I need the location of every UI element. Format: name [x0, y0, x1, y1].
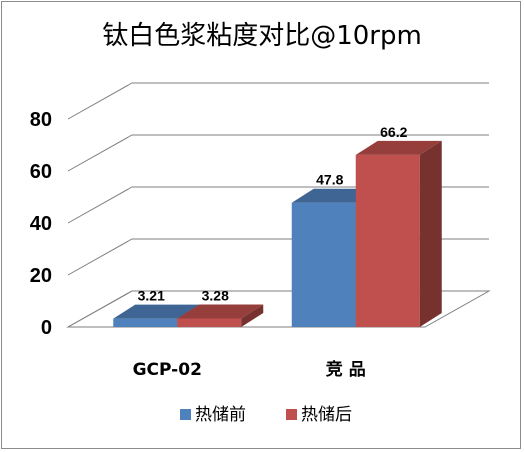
y-tick-label: 40	[30, 213, 52, 235]
bar-top	[355, 140, 442, 155]
data-label: 3.28	[202, 287, 229, 303]
bar-front	[291, 202, 356, 327]
legend-swatch	[286, 409, 297, 420]
y-tick-label: 80	[30, 109, 52, 131]
y-tick-label: 20	[30, 265, 52, 287]
bar-side	[419, 140, 442, 327]
gridline	[67, 134, 489, 172]
legend-item: 热储后	[286, 405, 352, 425]
bar-front	[113, 318, 178, 327]
bar	[177, 304, 264, 327]
bar-top	[113, 304, 200, 319]
bars	[113, 140, 442, 327]
legend-label: 热储后	[301, 405, 352, 425]
data-label: 66.2	[380, 124, 407, 140]
legend: 热储前 热储后	[180, 405, 352, 425]
y-axis: 0 20 40 60 80	[30, 109, 52, 339]
bar-top	[177, 304, 264, 319]
x-tick-label: GCP-02	[133, 360, 202, 380]
x-axis: GCP-02 竞 品	[133, 359, 366, 380]
x-tick-label: 竞 品	[326, 359, 366, 380]
gridline	[67, 82, 489, 120]
bar	[355, 140, 442, 327]
data-labels: 3.21 3.28 47.8 66.2	[138, 124, 408, 304]
legend-item: 热储前	[180, 405, 246, 425]
y-tick-label: 60	[30, 161, 52, 183]
legend-label: 热储前	[195, 405, 246, 425]
data-label: 47.8	[316, 172, 343, 188]
bar-front	[355, 154, 420, 327]
legend-swatch	[180, 409, 191, 420]
bar-front	[177, 318, 242, 327]
bar-side	[241, 304, 264, 327]
chart-title: 钛白色浆粘度对比@10rpm	[102, 21, 422, 51]
data-label: 3.21	[138, 288, 165, 304]
y-tick-label: 0	[41, 317, 52, 339]
